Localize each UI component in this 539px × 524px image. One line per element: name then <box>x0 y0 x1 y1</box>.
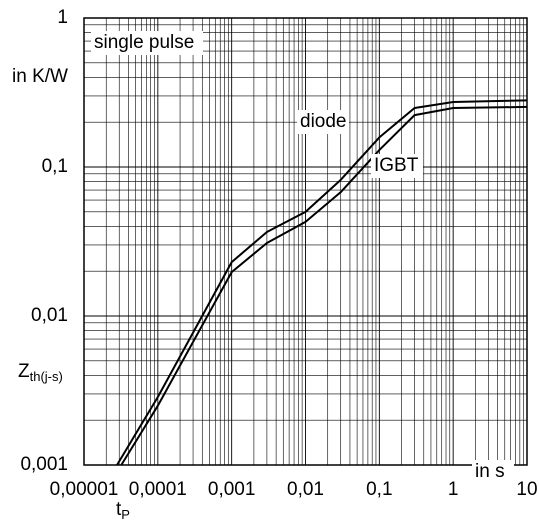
series-label-bg <box>371 154 423 178</box>
y-tick-label: 0,001 <box>20 454 68 475</box>
x-tick-label: 0,001 <box>208 479 256 500</box>
annotation: single pulse <box>94 32 194 53</box>
y-unit: in K/W <box>12 66 68 87</box>
series-label-bg <box>297 110 349 134</box>
x-tick-label: 10 <box>516 479 537 500</box>
y-tick-label: 0,1 <box>42 156 68 177</box>
y-label-symbol: Z <box>18 361 30 382</box>
x-tick-label: 0,00001 <box>50 479 119 500</box>
annotation-bg <box>91 31 203 55</box>
y-unit-bg <box>8 64 78 88</box>
series-line <box>120 105 528 466</box>
x-label-subscript: P <box>121 507 130 522</box>
series-label: diode <box>300 111 347 132</box>
series-label: IGBT <box>374 155 419 176</box>
y-tick-label: 0,01 <box>31 305 68 326</box>
y-label: Zth(j-s) <box>18 361 63 384</box>
x-tick-label: 0,01 <box>287 479 324 500</box>
x-tick-label: 0,0001 <box>129 479 187 500</box>
series-line <box>116 99 528 466</box>
y-label-subscript: th(j-s) <box>30 369 63 384</box>
x-tick-label: 0,1 <box>366 479 392 500</box>
x-label: tP <box>116 499 130 522</box>
x-unit-bg <box>472 460 514 484</box>
x-tick-label: 1 <box>448 479 459 500</box>
y-tick-label: 1 <box>57 7 68 28</box>
x-unit: in s <box>475 461 505 482</box>
x-label-symbol: t <box>116 499 122 520</box>
plot-frame <box>83 17 528 466</box>
